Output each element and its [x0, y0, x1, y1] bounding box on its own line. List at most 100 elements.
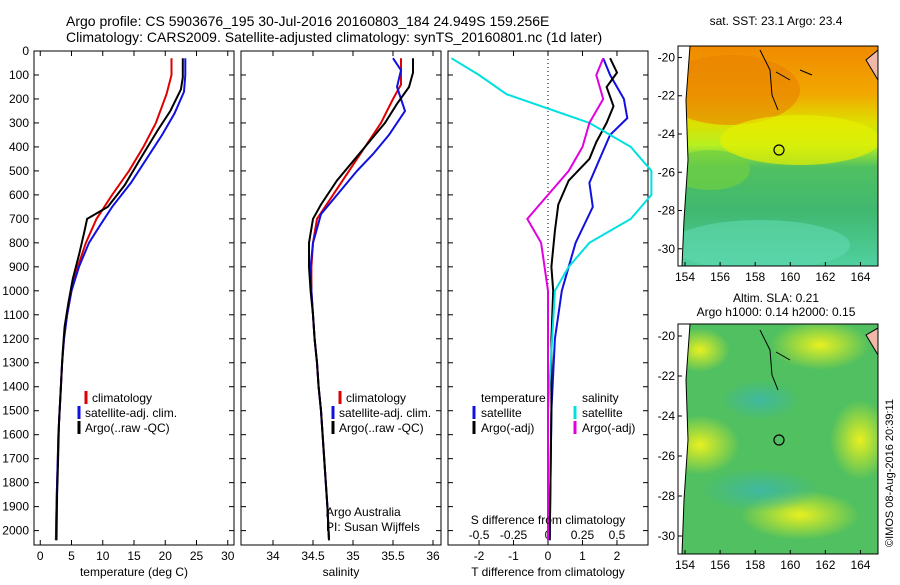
map-x-tick-label: 160	[780, 270, 800, 284]
map-y-tick-label: -28	[658, 204, 676, 218]
depth-tick-label: 1400	[2, 380, 29, 394]
depth-tick-label: 1100	[3, 308, 29, 322]
sst-map-ticks: 154 156 158 160 162 164 -20 -22 -24 -26 -28 -30	[658, 50, 871, 284]
argo-position-marker-sla	[773, 434, 785, 446]
sst-warm-patch	[678, 55, 800, 125]
x-tick-label: 35.5	[381, 549, 405, 563]
sla-yellow-patch-3	[678, 415, 740, 475]
x-tick-label: 20	[159, 549, 173, 563]
header-line2: Climatology: CARS2009. Satellite-adjuste…	[66, 29, 602, 45]
x-tick-label: 36	[426, 549, 440, 563]
depth-tick-label: 400	[9, 140, 29, 154]
sst-reef-outline	[759, 49, 813, 111]
depth-tick-label: 600	[9, 188, 29, 202]
x-tick-label: 15	[127, 549, 141, 563]
legend-argo: Argo(..raw -QC)	[339, 421, 424, 435]
salinity-panel: 34 34.5 35 35.5 36 salinity	[240, 50, 442, 579]
series-line-s-satellite	[450, 57, 653, 541]
x-tick-label: 34.5	[301, 549, 325, 563]
legend-climatology: climatology	[92, 391, 152, 405]
x-tick-label: 30	[221, 549, 235, 563]
difference-panel: -2 -1 0 1 2 T difference from climatology -0.5…	[447, 50, 653, 579]
legend-s-satellite: satellite	[582, 406, 623, 420]
legend-temperature-title: temperature	[481, 391, 546, 405]
legend-s-argo: Argo(-adj)	[582, 421, 635, 435]
series-line-t-satellite	[548, 57, 629, 541]
sst-cool-patch	[678, 220, 850, 266]
sla-map-ticks: 154 156 158 160 162 164 -20 -22 -24 -26 -28 -30	[658, 329, 871, 572]
sla-yellow-patch-2	[770, 324, 870, 370]
map-x-tick-label: 162	[815, 270, 835, 284]
map-y-tick-label: -28	[658, 489, 676, 503]
sst-map-title: sat. SST: 23.1 Argo: 23.4	[710, 14, 843, 28]
s-tick-label: 0.25	[571, 528, 595, 542]
depth-tick-label: 1000	[2, 284, 29, 298]
legend-satellite: satellite-adj. clim.	[85, 406, 177, 420]
sst-island	[865, 49, 878, 81]
depth-tick-label: 1700	[2, 452, 29, 466]
series-line-s-argo-adj-	[526, 57, 605, 541]
x-tick-label: -2	[474, 549, 485, 563]
map-y-tick-label: -30	[658, 242, 676, 256]
sla-reef-outline	[759, 329, 791, 391]
legend-t-satellite: satellite	[481, 406, 522, 420]
depth-tick-label: 200	[9, 92, 29, 106]
map-y-tick-label: -26	[658, 449, 676, 463]
series-line-argo-raw-qc-	[308, 58, 414, 541]
header-line1: Argo profile: CS 5903676_195 30-Jul-2016…	[66, 13, 549, 29]
s-tick-label: -0.25	[500, 528, 528, 542]
map-x-tick-label: 156	[710, 558, 730, 572]
temperature-panel: 0 5 10 15 20 25 30 temperature (deg C)	[33, 50, 235, 579]
sst-map: sat. SST: 23.1 Argo: 23.4 154 156 158 160 16…	[658, 14, 879, 284]
x-tick-label: 34	[266, 549, 280, 563]
legend-argo: Argo(..raw -QC)	[85, 421, 170, 435]
map-x-tick-label: 162	[815, 558, 835, 572]
series-line-argo-raw-qc-	[55, 58, 184, 541]
sla-teal-patch-2	[700, 468, 820, 512]
legend-satellite: satellite-adj. clim.	[339, 406, 431, 420]
series-line-t-argo-adj-	[548, 57, 619, 541]
annotation-pi: PI: Susan Wijffels	[326, 520, 420, 534]
series-line-satellite-adj-clim-	[54, 58, 187, 541]
depth-tick-label: 2000	[2, 524, 29, 538]
sla-yellow-patch-1	[678, 328, 730, 372]
map-y-tick-label: -24	[658, 409, 676, 423]
map-x-tick-label: 158	[745, 558, 765, 572]
s-difference-label: S difference from climatology	[471, 513, 626, 527]
salinity-legend: climatology satellite-adj. clim. Argo(..…	[326, 391, 431, 534]
sla-island	[865, 327, 878, 356]
map-x-tick-label: 154	[675, 270, 695, 284]
x-tick-label: 5	[68, 549, 75, 563]
map-y-tick-label: -26	[658, 165, 676, 179]
series-line-climatology	[54, 58, 173, 541]
map-y-tick-label: -22	[658, 89, 676, 103]
x-tick-label: 1	[579, 549, 586, 563]
map-y-tick-label: -20	[658, 329, 676, 343]
argo-position-marker-sst	[773, 144, 785, 156]
sst-green-patch	[678, 150, 750, 190]
depth-axis: 0 100 200 300 400 500 600 700 800 900 1000 1100 1200…	[2, 44, 29, 538]
x-tick-label: 25	[190, 549, 204, 563]
timestamp-stamp: ©IMOS 08-Aug-2016 20:39:11	[884, 399, 896, 547]
s-tick-label: -0.5	[469, 528, 490, 542]
map-x-tick-label: 156	[710, 270, 730, 284]
depth-tick-label: 100	[9, 68, 29, 82]
x-axis-label: salinity	[323, 565, 360, 579]
plot-frame	[33, 50, 235, 546]
map-x-tick-label: 164	[850, 270, 870, 284]
depth-tick-label: 1900	[2, 500, 29, 514]
temperature-legend: climatology satellite-adj. clim. Argo(..…	[77, 391, 177, 435]
plot-frame	[240, 50, 442, 546]
depth-tick-label: 0	[22, 44, 29, 58]
x-axis-label: T difference from climatology	[471, 565, 625, 579]
sla-map-title2: Argo h1000: 0.14 h2000: 0.15	[697, 305, 856, 319]
depth-tick-label: 500	[9, 164, 29, 178]
sla-map: Altim. SLA: 0.21 Argo h1000: 0.14 h2000:…	[658, 291, 879, 572]
sla-yellow-patch-4	[830, 400, 878, 480]
map-x-tick-label: 154	[675, 558, 695, 572]
x-tick-label: 35	[346, 549, 360, 563]
depth-tick-label: 1300	[2, 356, 29, 370]
difference-legend: temperature satellite Argo(-adj) salinit…	[471, 391, 636, 527]
x-tick-label: 0	[545, 549, 552, 563]
s-tick-label: 0.5	[609, 528, 626, 542]
